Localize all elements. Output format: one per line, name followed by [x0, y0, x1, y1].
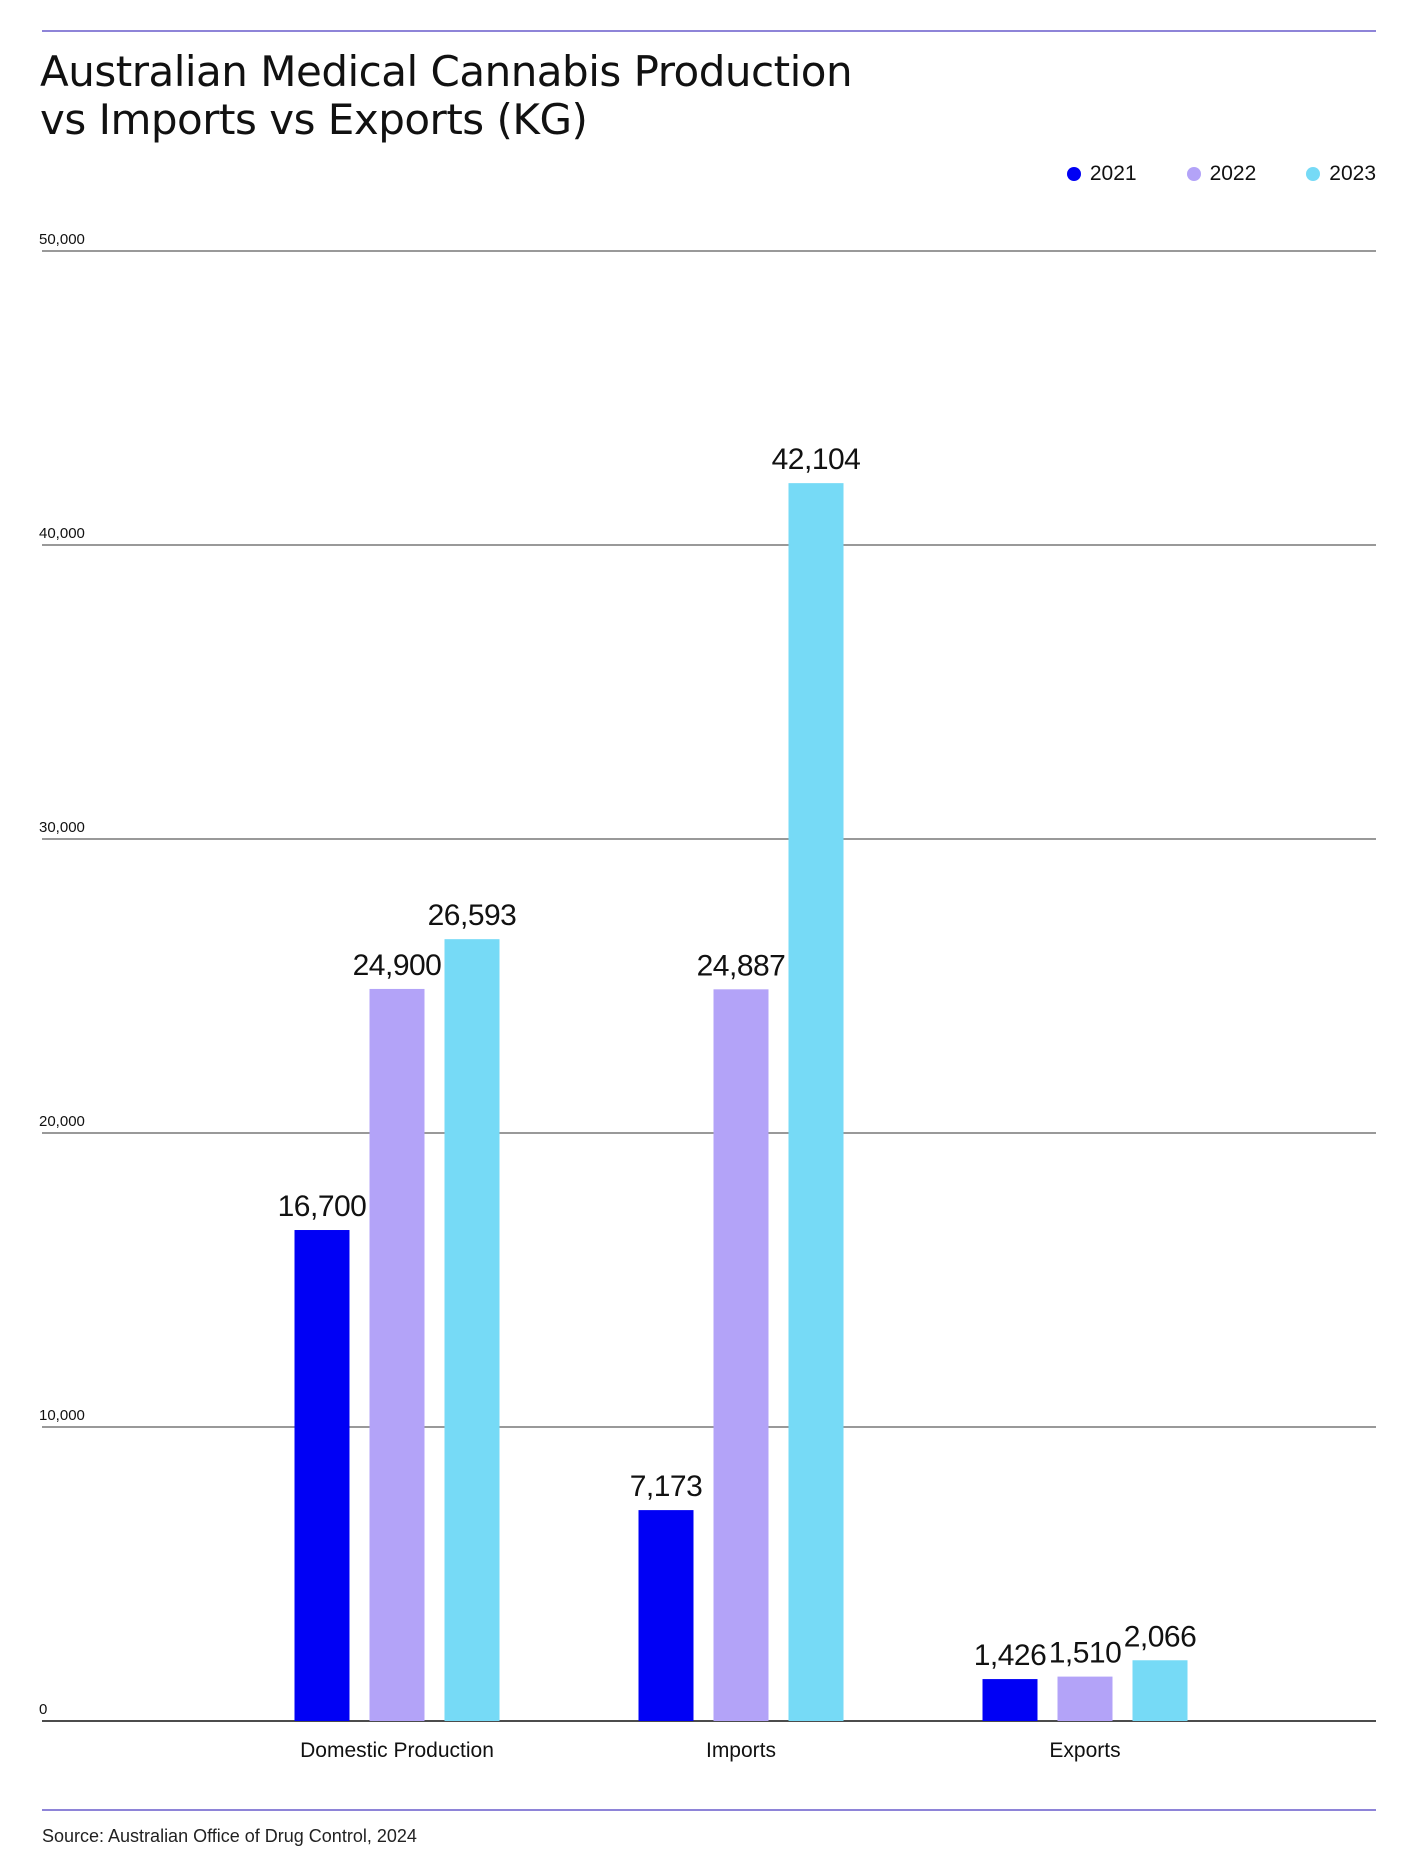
bar-value-label: 2,066 [1124, 1620, 1197, 1653]
x-category-label: Imports [706, 1739, 776, 1762]
bar [1132, 1660, 1188, 1721]
bar [982, 1679, 1038, 1721]
chart-title-line-2: vs Imports vs Exports (KG) [40, 95, 588, 144]
source-note: Source: Australian Office of Drug Contro… [42, 1826, 417, 1846]
bottom-rule [42, 1809, 1376, 1811]
legend-dot-icon [1186, 167, 1201, 181]
y-tick-label: 10,000 [39, 1407, 85, 1424]
bar [369, 988, 425, 1721]
chart-title: Australian Medical Cannabis Production v… [40, 48, 940, 144]
bar [444, 939, 500, 1721]
bar [294, 1230, 350, 1721]
y-tick-label: 20,000 [39, 1113, 85, 1130]
chart-title-line-1: Australian Medical Cannabis Production [40, 47, 853, 96]
x-category-label: Exports [1049, 1739, 1120, 1762]
y-tick-label: 0 [39, 1701, 47, 1718]
legend-label: 2021 [1089, 162, 1137, 185]
legend-item-2021: 2021 [1066, 162, 1137, 186]
y-tick-label: 30,000 [39, 819, 85, 836]
legend-label: 2022 [1209, 162, 1257, 185]
bar-value-label: 7,173 [630, 1470, 703, 1503]
legend-item-2023: 2023 [1306, 162, 1376, 186]
bar-value-label: 24,887 [697, 949, 786, 982]
y-tick-label: 40,000 [39, 525, 85, 542]
bar-value-label: 26,593 [428, 899, 517, 932]
x-category-label: Domestic Production [300, 1739, 494, 1762]
legend-item-2022: 2022 [1186, 162, 1257, 186]
bar [638, 1510, 694, 1721]
legend: 2021 2022 2023 [1066, 162, 1376, 186]
bar-value-label: 24,900 [353, 949, 442, 982]
bar-value-label: 42,104 [772, 443, 861, 476]
legend-dot-icon [1066, 167, 1081, 181]
legend-label: 2023 [1329, 162, 1376, 185]
bar [788, 483, 844, 1722]
bar [1057, 1676, 1113, 1721]
bar-value-label: 1,510 [1049, 1637, 1122, 1670]
top-rule [42, 30, 1376, 32]
bar-value-label: 1,426 [974, 1639, 1047, 1672]
y-tick-label: 50,000 [39, 231, 85, 248]
legend-dot-icon [1306, 167, 1321, 181]
bar-value-label: 16,700 [278, 1190, 367, 1223]
bar [713, 989, 769, 1721]
